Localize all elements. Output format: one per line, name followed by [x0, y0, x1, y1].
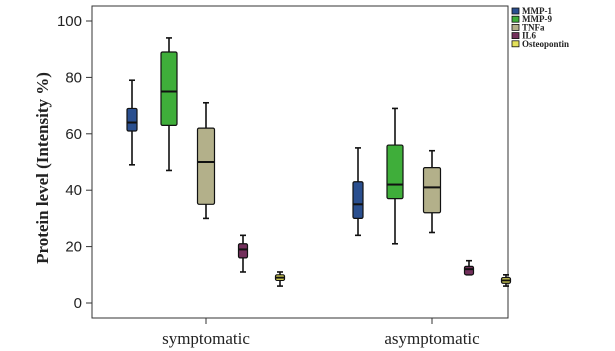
- legend-swatch: [511, 32, 520, 39]
- box-mmp-1-asymptomatic: [352, 147, 364, 237]
- x-category-label: asymptomatic: [384, 329, 480, 348]
- box-tnfa-symptomatic: [196, 101, 216, 220]
- legend-swatch: [511, 23, 520, 31]
- legend-label: Osteopontin: [522, 39, 569, 49]
- x-category-label: symptomatic: [162, 329, 250, 348]
- y-tick-label: 100: [57, 13, 82, 30]
- legend-swatch: [511, 15, 520, 23]
- box-osteopontin-symptomatic: [274, 271, 286, 287]
- legend-label: MMP-1: [522, 6, 552, 16]
- plot-frame: [91, 5, 509, 319]
- legend-label: IL6: [522, 31, 537, 41]
- iqr-box: [386, 144, 404, 200]
- box-tnfa-asymptomatic: [422, 149, 442, 234]
- iqr-box: [196, 127, 216, 205]
- box-mmp-1-symptomatic: [126, 79, 138, 166]
- box-mmp-9-symptomatic: [160, 37, 178, 172]
- legend-swatch: [511, 7, 520, 15]
- y-tick-label: 0: [74, 295, 82, 312]
- box-il6-asymptomatic: [463, 259, 475, 276]
- iqr-box: [126, 107, 138, 132]
- y-tick-label: 20: [65, 239, 82, 256]
- y-tick-label: 40: [65, 182, 82, 199]
- box-mmp-9-asymptomatic: [386, 107, 404, 245]
- iqr-box: [237, 243, 249, 259]
- legend-label: MMP-9: [522, 14, 552, 24]
- legend-swatch: [511, 40, 520, 48]
- iqr-box: [463, 265, 475, 276]
- box-il6-symptomatic: [237, 234, 249, 273]
- iqr-box: [160, 51, 178, 126]
- y-tick-label: 80: [65, 69, 82, 86]
- box-osteopontin-asymptomatic: [500, 273, 512, 287]
- y-tick-label: 60: [65, 126, 82, 143]
- iqr-box: [352, 181, 364, 220]
- legend-label: TNFa: [522, 22, 545, 32]
- y-axis-title: Protein level (Intensity %): [33, 72, 52, 264]
- plot-area: 0 20 40 60 80 100 symptomatic asymptomatic: [57, 5, 512, 348]
- iqr-box: [422, 167, 442, 214]
